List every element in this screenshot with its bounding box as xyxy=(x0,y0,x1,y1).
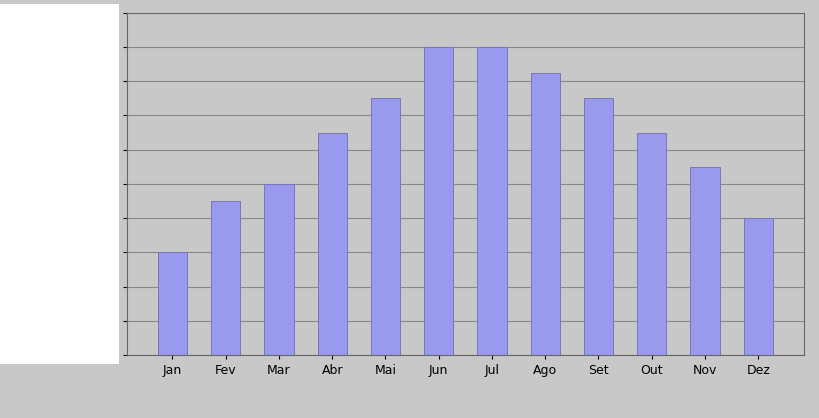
Bar xyxy=(317,133,346,355)
Bar xyxy=(583,98,613,355)
Bar xyxy=(530,72,559,355)
Bar xyxy=(370,98,400,355)
Bar xyxy=(423,47,453,355)
Bar xyxy=(158,252,187,355)
Bar xyxy=(743,218,771,355)
Bar xyxy=(636,133,666,355)
Bar xyxy=(477,47,506,355)
Bar xyxy=(264,184,293,355)
Y-axis label: Pressão do Ar (hPa): Pressão do Ar (hPa) xyxy=(60,103,78,265)
Bar xyxy=(210,201,240,355)
Bar xyxy=(690,167,719,355)
